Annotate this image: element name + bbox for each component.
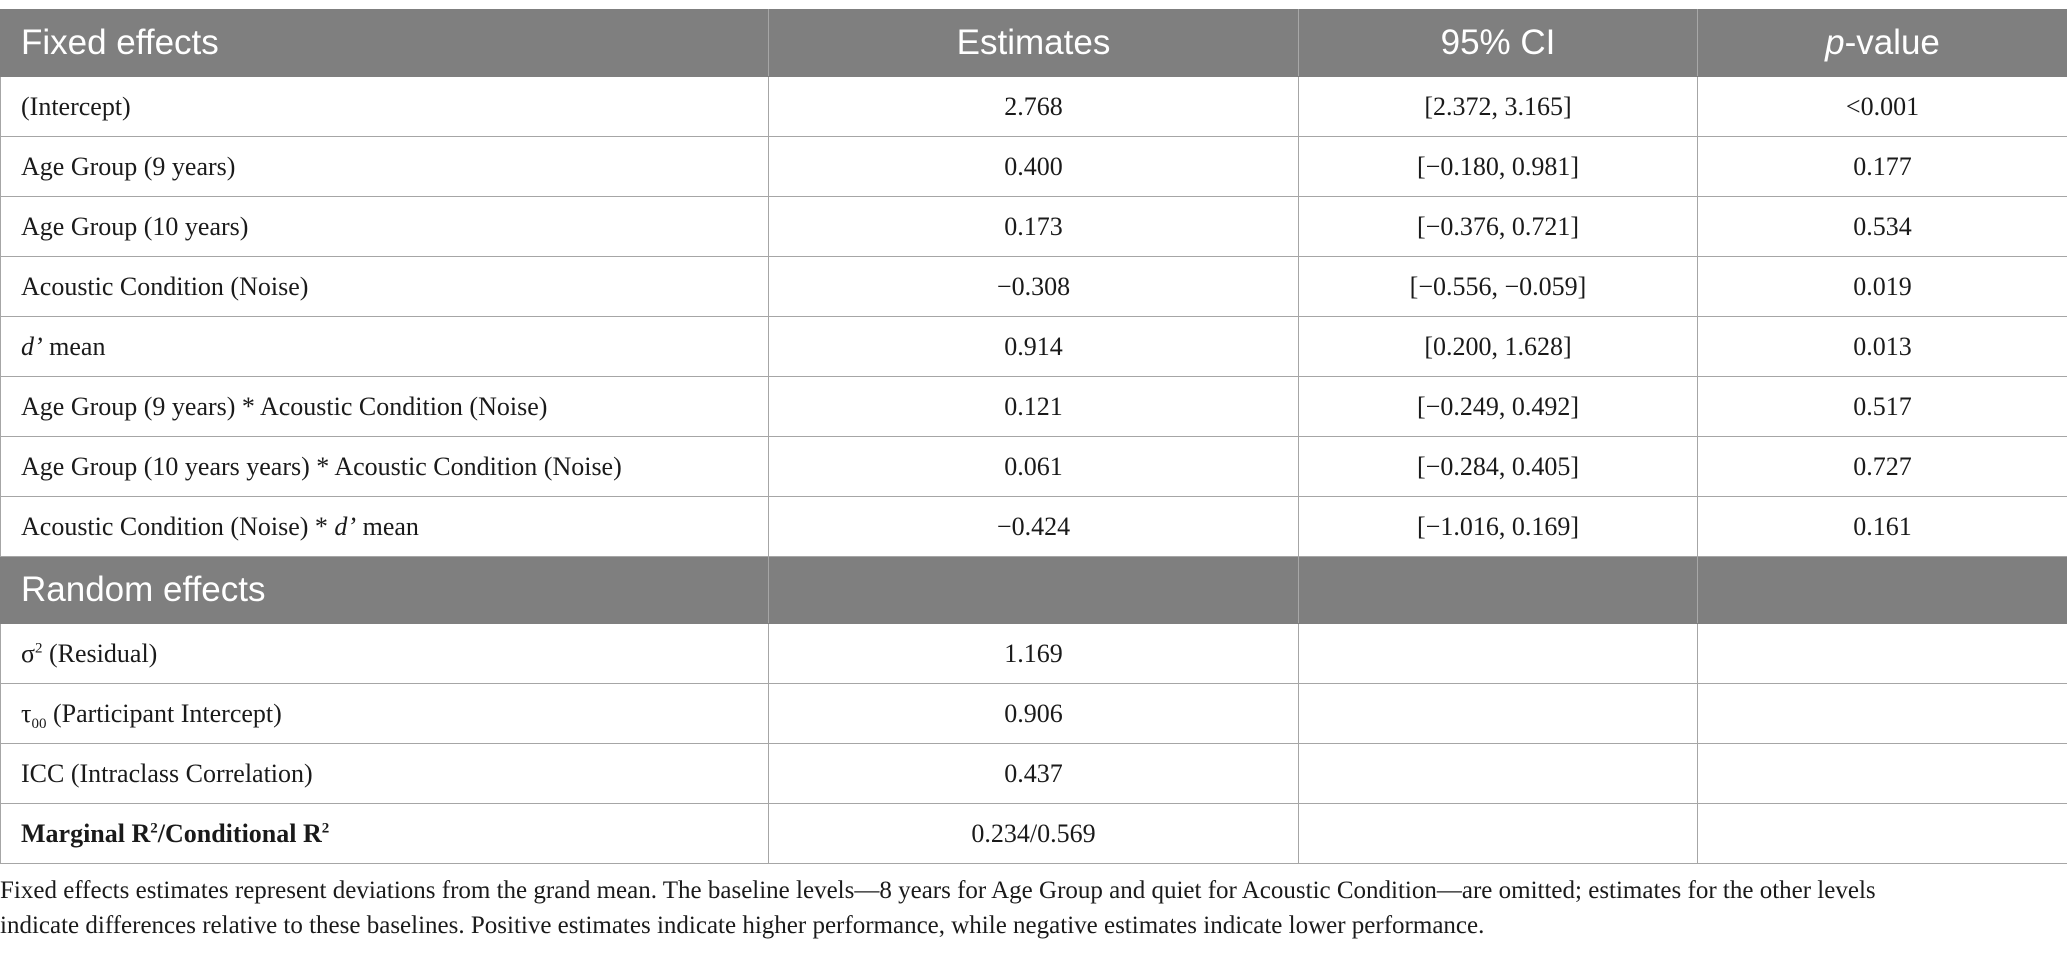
estimate-cell: −0.424 <box>768 496 1299 557</box>
estimate-cell: −0.308 <box>768 256 1299 317</box>
term-cell: τ00 (Participant Intercept) <box>0 683 769 744</box>
p-value-cell: 0.534 <box>1697 196 2067 257</box>
term-cell: Age Group (9 years) <box>0 136 769 197</box>
header-random-effects: Random effects <box>0 556 769 624</box>
header-p-value: p-value <box>1697 9 2067 77</box>
estimate-cell: 0.400 <box>768 136 1299 197</box>
estimate-cell: 0.437 <box>768 743 1299 804</box>
p-value-cell: 0.727 <box>1697 436 2067 497</box>
p-value-cell: <0.001 <box>1697 76 2067 137</box>
estimate-cell: 1.169 <box>768 623 1299 684</box>
table-row: d’ mean 0.914 [0.200, 1.628] 0.013 <box>0 316 2067 377</box>
term-text: (Residual) <box>42 638 158 668</box>
p-value-cell: 0.161 <box>1697 496 2067 557</box>
header-empty-cell <box>1298 556 1698 624</box>
ci-cell: [−0.376, 0.721] <box>1298 196 1698 257</box>
term-cell: Marginal R2/Conditional R2 <box>0 803 769 864</box>
empty-cell <box>1697 683 2067 744</box>
ci-cell: [−0.180, 0.981] <box>1298 136 1698 197</box>
random-effects-header-row: Random effects <box>0 556 2067 624</box>
term-text: mean <box>42 331 106 361</box>
estimate-cell: 0.061 <box>768 436 1299 497</box>
term-cell: (Intercept) <box>0 76 769 137</box>
table-row: σ2 (Residual) 1.169 <box>0 623 2067 684</box>
p-value-cell: 0.013 <box>1697 316 2067 377</box>
table-row: Age Group (10 years) 0.173 [−0.376, 0.72… <box>0 196 2067 257</box>
empty-cell <box>1298 683 1698 744</box>
table-header-row: Fixed effects Estimates 95% CI p-value <box>0 9 2067 77</box>
ci-cell: [−0.284, 0.405] <box>1298 436 1698 497</box>
results-table-container: Fixed effects Estimates 95% CI p-value (… <box>0 9 2067 864</box>
ci-cell: [0.200, 1.628] <box>1298 316 1698 377</box>
term-cell: Age Group (10 years) <box>0 196 769 257</box>
sigma-symbol: σ <box>21 638 36 668</box>
term-cell: Age Group (9 years) * Acoustic Condition… <box>0 376 769 437</box>
empty-cell <box>1298 743 1698 804</box>
term-text: Marginal R <box>21 818 151 848</box>
d-prime-symbol: d’ <box>21 331 43 361</box>
empty-cell <box>1697 623 2067 684</box>
table-row: τ00 (Participant Intercept) 0.906 <box>0 683 2067 744</box>
superscript: 2 <box>321 819 330 836</box>
ci-cell: [−0.556, −0.059] <box>1298 256 1698 317</box>
ci-cell: [2.372, 3.165] <box>1298 76 1698 137</box>
estimate-cell: 0.234/0.569 <box>768 803 1299 864</box>
table-row: Acoustic Condition (Noise) −0.308 [−0.55… <box>0 256 2067 317</box>
p-value-cell: 0.177 <box>1697 136 2067 197</box>
estimate-cell: 0.121 <box>768 376 1299 437</box>
estimate-cell: 0.914 <box>768 316 1299 377</box>
term-text: /Conditional R <box>157 818 322 848</box>
header-p-italic: p <box>1825 23 1845 62</box>
header-estimates: Estimates <box>768 9 1299 77</box>
estimate-cell: 0.906 <box>768 683 1299 744</box>
table-footnote: Fixed effects estimates represent deviat… <box>0 873 2040 943</box>
table-row: Age Group (10 years years) * Acoustic Co… <box>0 436 2067 497</box>
term-cell: d’ mean <box>0 316 769 377</box>
table-row: ICC (Intraclass Correlation) 0.437 <box>0 743 2067 804</box>
table-row: (Intercept) 2.768 [2.372, 3.165] <0.001 <box>0 76 2067 137</box>
term-text: mean <box>356 511 419 541</box>
tau-symbol: τ <box>21 698 32 728</box>
header-ci: 95% CI <box>1298 9 1698 77</box>
empty-cell <box>1697 743 2067 804</box>
term-cell: ICC (Intraclass Correlation) <box>0 743 769 804</box>
ci-cell: [−0.249, 0.492] <box>1298 376 1698 437</box>
table-row: Age Group (9 years) 0.400 [−0.180, 0.981… <box>0 136 2067 197</box>
p-value-cell: 0.517 <box>1697 376 2067 437</box>
header-fixed-effects: Fixed effects <box>0 9 769 77</box>
subscript: 00 <box>31 715 47 732</box>
empty-cell <box>1298 623 1698 684</box>
term-cell: σ2 (Residual) <box>0 623 769 684</box>
term-cell: Age Group (10 years years) * Acoustic Co… <box>0 436 769 497</box>
table-row: Acoustic Condition (Noise) * d’ mean −0.… <box>0 496 2067 557</box>
term-cell: Acoustic Condition (Noise) * d’ mean <box>0 496 769 557</box>
table-row: Age Group (9 years) * Acoustic Condition… <box>0 376 2067 437</box>
header-empty-cell <box>768 556 1299 624</box>
empty-cell <box>1697 803 2067 864</box>
superscript: 2 <box>35 639 43 656</box>
superscript: 2 <box>150 819 158 836</box>
estimate-cell: 2.768 <box>768 76 1299 137</box>
mixed-model-results-table: Fixed effects Estimates 95% CI p-value (… <box>0 9 2067 864</box>
term-text: Acoustic Condition (Noise) * <box>21 511 335 541</box>
header-empty-cell <box>1697 556 2067 624</box>
estimate-cell: 0.173 <box>768 196 1299 257</box>
term-cell: Acoustic Condition (Noise) <box>0 256 769 317</box>
term-text: (Participant Intercept) <box>46 698 282 728</box>
footnote-line: Fixed effects estimates represent deviat… <box>0 877 1876 904</box>
table-row: Marginal R2/Conditional R2 0.234/0.569 <box>0 803 2067 864</box>
p-value-cell: 0.019 <box>1697 256 2067 317</box>
header-p-rest: -value <box>1844 23 1940 62</box>
d-prime-symbol: d’ <box>334 511 357 541</box>
footnote-line: indicate differences relative to these b… <box>0 912 1485 939</box>
empty-cell <box>1298 803 1698 864</box>
ci-cell: [−1.016, 0.169] <box>1298 496 1698 557</box>
